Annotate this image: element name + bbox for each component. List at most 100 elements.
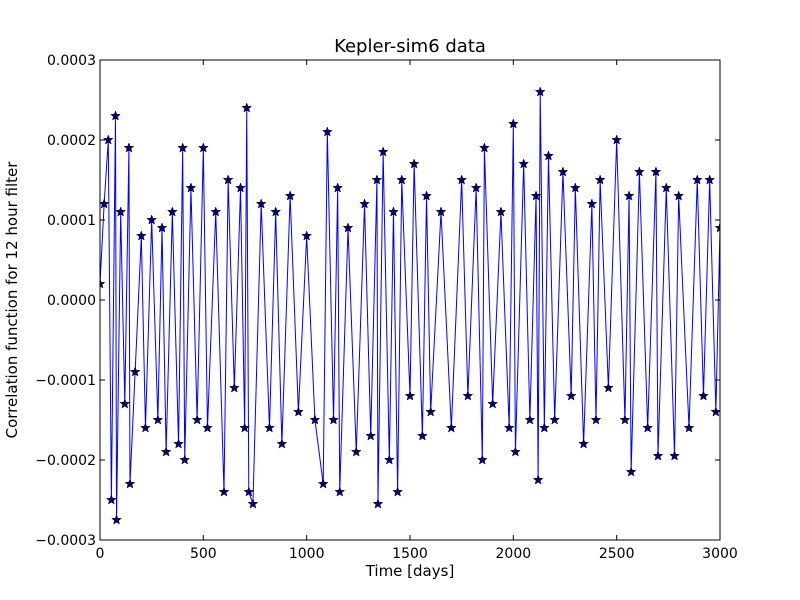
data-point xyxy=(495,206,507,217)
data-point xyxy=(243,486,255,497)
data-point xyxy=(602,382,614,393)
data-point xyxy=(683,422,695,433)
data-point xyxy=(100,198,110,209)
data-point xyxy=(530,190,542,201)
data-point xyxy=(247,498,259,509)
data-point xyxy=(129,366,141,377)
data-point xyxy=(377,146,389,157)
data-point xyxy=(503,422,515,433)
data-point xyxy=(197,142,209,153)
data-point xyxy=(359,198,370,209)
data-point xyxy=(166,206,178,217)
data-point xyxy=(578,438,590,449)
data-point xyxy=(388,206,399,217)
data-point xyxy=(404,390,416,401)
data-point xyxy=(538,422,550,433)
x-axis-label: Time [days] xyxy=(365,562,455,580)
data-point xyxy=(619,414,631,425)
data-point xyxy=(392,486,404,497)
data-point xyxy=(328,414,339,425)
data-point xyxy=(524,414,536,425)
data-point xyxy=(650,166,662,177)
data-point xyxy=(292,406,304,417)
data-point xyxy=(334,486,346,497)
data-point xyxy=(445,422,457,433)
data-point xyxy=(509,446,521,457)
data-point xyxy=(179,454,191,465)
y-tick-label: 0.0003 xyxy=(47,53,96,69)
x-tick-label: 3000 xyxy=(702,546,738,562)
data-point xyxy=(714,222,720,233)
data-point xyxy=(669,450,680,461)
data-point xyxy=(123,142,135,153)
data-point xyxy=(218,486,230,497)
data-point xyxy=(421,190,432,201)
data-point xyxy=(594,174,606,185)
data-point xyxy=(435,206,447,217)
data-point xyxy=(425,406,437,417)
data-point xyxy=(102,134,114,145)
y-tick-label: 0.0002 xyxy=(47,133,96,149)
x-tick-label: 1000 xyxy=(289,546,325,562)
data-point xyxy=(660,182,672,193)
data-point xyxy=(264,422,275,433)
data-point xyxy=(365,430,377,441)
data-point xyxy=(383,454,395,465)
data-point xyxy=(255,198,267,209)
data-point xyxy=(698,390,709,401)
data-point xyxy=(156,222,168,233)
data-point xyxy=(270,206,282,217)
data-point xyxy=(586,198,598,209)
data-point xyxy=(309,414,321,425)
data-point xyxy=(462,390,474,401)
data-point xyxy=(625,466,637,477)
data-point xyxy=(284,190,296,201)
data-point xyxy=(135,230,147,241)
data-point xyxy=(202,422,213,433)
y-axis-ticks: −0.0003 −0.0002 −0.0001 0.0000 0.0001 0.0002 0… xyxy=(35,53,720,549)
data-point xyxy=(228,382,240,393)
data-point xyxy=(704,174,716,185)
data-point xyxy=(507,118,519,129)
data-point xyxy=(456,174,468,185)
data-point xyxy=(317,478,329,489)
x-axis-ticks: 0 500 1000 1500 2000 2500 3000 xyxy=(96,60,738,562)
data-point xyxy=(543,150,554,161)
data-point xyxy=(557,166,569,177)
data-point xyxy=(173,438,184,449)
data-point xyxy=(371,174,383,185)
data-point xyxy=(177,142,189,153)
data-point xyxy=(332,182,344,193)
data-point xyxy=(350,446,362,457)
data-point xyxy=(140,422,151,433)
data-point xyxy=(342,222,354,233)
data-point xyxy=(115,206,127,217)
data-point xyxy=(241,102,253,113)
data-point xyxy=(623,190,635,201)
data-point xyxy=(160,446,172,457)
data-point xyxy=(301,230,313,241)
series-layer xyxy=(100,86,720,525)
data-point xyxy=(549,414,561,425)
data-point xyxy=(611,134,623,145)
data-point xyxy=(105,494,117,505)
series-line xyxy=(100,91,720,521)
data-point xyxy=(111,514,122,525)
data-point xyxy=(673,190,685,201)
data-point xyxy=(408,158,420,169)
data-point xyxy=(642,422,654,433)
data-point xyxy=(191,414,203,425)
data-point xyxy=(534,86,546,97)
data-point xyxy=(569,182,581,193)
data-point xyxy=(470,182,482,193)
data-point xyxy=(476,454,488,465)
data-point xyxy=(565,390,577,401)
data-point xyxy=(235,182,246,193)
data-point xyxy=(100,278,106,289)
data-point xyxy=(487,398,499,409)
data-point xyxy=(396,174,408,185)
data-point xyxy=(691,174,703,185)
y-tick-label: 0.0000 xyxy=(47,293,96,309)
data-point xyxy=(710,406,720,417)
data-point xyxy=(321,126,333,137)
